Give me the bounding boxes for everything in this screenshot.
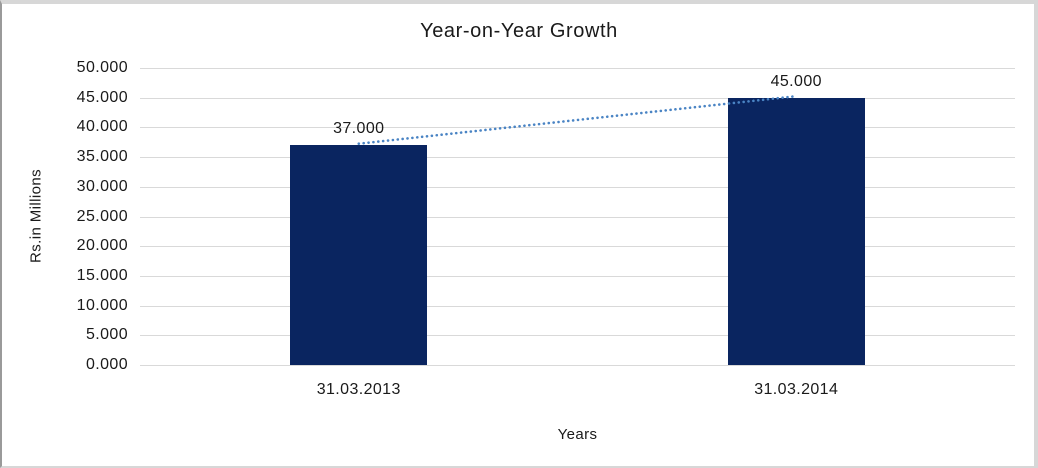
gridline: [140, 157, 1015, 159]
gridline: [140, 305, 1015, 307]
y-tick-label: 15.000: [76, 266, 128, 284]
bar-data-label: 37.000: [333, 120, 385, 138]
y-tick-label: 0.000: [85, 356, 128, 373]
gridline: [140, 97, 1015, 99]
trendline: [357, 94, 798, 146]
y-tick-label: 35.000: [76, 148, 128, 166]
x-tick-label: 31.03.2014: [754, 381, 839, 398]
gridline: [140, 186, 1015, 188]
x-tick-label: 31.03.2013: [316, 381, 401, 398]
gridline: [140, 216, 1015, 218]
y-tick-label: 10.000: [76, 296, 128, 314]
bar-31.03.2013: [290, 145, 428, 365]
y-tick-label: 50.000: [76, 59, 128, 76]
y-tick-label: 20.000: [76, 237, 128, 255]
gridline: [140, 335, 1015, 337]
bar-data-label: 45.000: [770, 72, 822, 90]
gridline: [140, 68, 1015, 69]
y-tick-label: 40.000: [76, 118, 128, 136]
gridline: [140, 246, 1015, 248]
y-tick-label: 25.000: [76, 207, 128, 225]
gridline: [140, 127, 1015, 129]
gridline: [140, 275, 1015, 277]
gridline: [140, 365, 1015, 366]
y-tick-label: 30.000: [76, 177, 128, 195]
y-tick-label: 45.000: [76, 88, 128, 106]
chart-title: Year-on-Year Growth: [420, 20, 618, 42]
bar-31.03.2014: [727, 97, 865, 365]
plot-area: 37.000 45.000: [140, 68, 1015, 366]
y-tick-label: 5.000: [85, 326, 128, 344]
x-axis-title: Years: [557, 426, 598, 443]
